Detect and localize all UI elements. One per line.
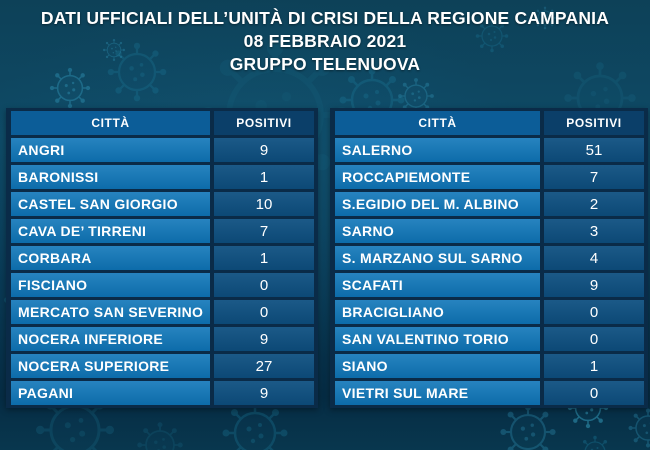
- positivi-cell: 1: [544, 354, 644, 378]
- city-cell: BARONISSI: [11, 165, 210, 189]
- source-line: GRUPPO TELENUOVA: [229, 54, 421, 74]
- city-cell: CAVA DE’ TIRRENI: [11, 219, 210, 243]
- positivi-cell: 7: [544, 165, 644, 189]
- city-cell: S.EGIDIO DEL M. ALBINO: [335, 192, 540, 216]
- city-cell: ANGRI: [11, 138, 210, 162]
- positivi-cell: 1: [214, 165, 314, 189]
- table-header-row: CITTÀ POSITIVI: [11, 111, 314, 135]
- positivi-cell: 0: [214, 273, 314, 297]
- page-title: DATI UFFICIALI DELL’UNITÀ DI CRISI DELLA…: [40, 8, 610, 28]
- positivi-cell: 51: [544, 138, 644, 162]
- positivi-cell: 7: [214, 219, 314, 243]
- table-row: FISCIANO 0: [11, 273, 314, 297]
- city-cell: NOCERA SUPERIORE: [11, 354, 210, 378]
- table-row: ANGRI 9: [11, 138, 314, 162]
- city-cell: CASTEL SAN GIORGIO: [11, 192, 210, 216]
- table-row: SIANO 1: [335, 354, 644, 378]
- positivi-cell: 0: [544, 300, 644, 324]
- city-cell: FISCIANO: [11, 273, 210, 297]
- table-header-row: CITTÀ POSITIVI: [335, 111, 644, 135]
- table-row: VIETRI SUL MARE 0: [335, 381, 644, 405]
- column-header-positivi: POSITIVI: [214, 111, 314, 135]
- positivi-cell: 9: [214, 381, 314, 405]
- city-cell: ROCCAPIEMONTE: [335, 165, 540, 189]
- positivi-cell: 0: [544, 327, 644, 351]
- city-cell: BRACIGLIANO: [335, 300, 540, 324]
- column-header-citta: CITTÀ: [11, 111, 210, 135]
- table-row: SCAFATI 9: [335, 273, 644, 297]
- table-row: PAGANI 9: [11, 381, 314, 405]
- city-cell: S. MARZANO SUL SARNO: [335, 246, 540, 270]
- positivi-cell: 4: [544, 246, 644, 270]
- date-line: 08 FEBBRAIO 2021: [243, 31, 407, 51]
- positivi-cell: 1: [214, 246, 314, 270]
- positivi-cell: 9: [214, 138, 314, 162]
- positivi-table-right: CITTÀ POSITIVI SALERNO 51 ROCCAPIEMONTE 7 S.EG…: [330, 108, 648, 408]
- table-row: CAVA DE’ TIRRENI 7: [11, 219, 314, 243]
- column-header-positivi: POSITIVI: [544, 111, 644, 135]
- city-cell: CORBARA: [11, 246, 210, 270]
- positivi-cell: 3: [544, 219, 644, 243]
- table-row: BARONISSI 1: [11, 165, 314, 189]
- city-cell: SARNO: [335, 219, 540, 243]
- city-cell: MERCATO SAN SEVERINO: [11, 300, 210, 324]
- table-row: MERCATO SAN SEVERINO 0: [11, 300, 314, 324]
- table-row: ROCCAPIEMONTE 7: [335, 165, 644, 189]
- table-row: S.EGIDIO DEL M. ALBINO 2: [335, 192, 644, 216]
- table-row: S. MARZANO SUL SARNO 4: [335, 246, 644, 270]
- city-cell: NOCERA INFERIORE: [11, 327, 210, 351]
- table-row: SALERNO 51: [335, 138, 644, 162]
- city-cell: SIANO: [335, 354, 540, 378]
- city-cell: SAN VALENTINO TORIO: [335, 327, 540, 351]
- positivi-cell: 9: [544, 273, 644, 297]
- positivi-cell: 0: [214, 300, 314, 324]
- table-row: CASTEL SAN GIORGIO 10: [11, 192, 314, 216]
- positivi-cell: 27: [214, 354, 314, 378]
- table-row: SAN VALENTINO TORIO 0: [335, 327, 644, 351]
- positivi-cell: 0: [544, 381, 644, 405]
- positivi-table-left: CITTÀ POSITIVI ANGRI 9 BARONISSI 1 CASTEL SAN …: [6, 108, 318, 408]
- column-header-citta: CITTÀ: [335, 111, 540, 135]
- table-row: BRACIGLIANO 0: [335, 300, 644, 324]
- city-cell: SALERNO: [335, 138, 540, 162]
- title-block: DATI UFFICIALI DELL’UNITÀ DI CRISI DELLA…: [0, 7, 650, 76]
- city-cell: SCAFATI: [335, 273, 540, 297]
- table-row: CORBARA 1: [11, 246, 314, 270]
- city-cell: VIETRI SUL MARE: [335, 381, 540, 405]
- table-row: NOCERA INFERIORE 9: [11, 327, 314, 351]
- positivi-cell: 2: [544, 192, 644, 216]
- positivi-cell: 10: [214, 192, 314, 216]
- positivi-cell: 9: [214, 327, 314, 351]
- city-cell: PAGANI: [11, 381, 210, 405]
- table-row: NOCERA SUPERIORE 27: [11, 354, 314, 378]
- table-row: SARNO 3: [335, 219, 644, 243]
